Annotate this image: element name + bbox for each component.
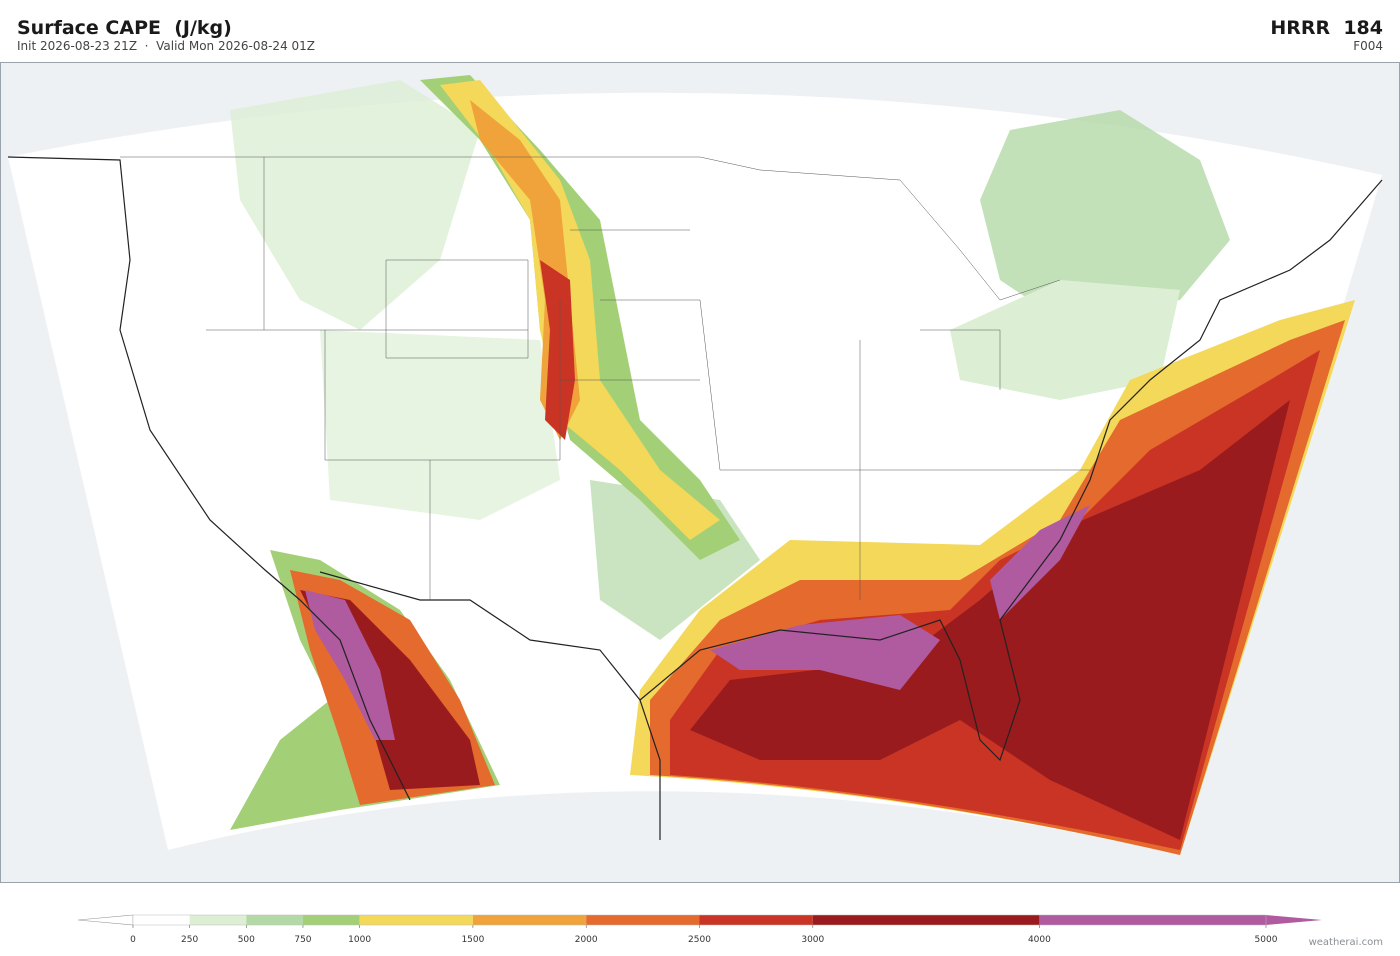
- colorbar-tick-label: 2000: [575, 935, 598, 945]
- colorbar-tick-label: 500: [238, 935, 255, 945]
- colorbar-segment: [812, 915, 1040, 925]
- colorbar: 0 250 500 750 1000 1500 2000 2500 3000 4000 5000: [77, 914, 1322, 945]
- colorbar-tick-label: 4000: [1028, 935, 1051, 945]
- colorbar-segment: [586, 915, 700, 925]
- cape-area: [980, 110, 1230, 320]
- colorbar-tick-label: 250: [181, 935, 198, 945]
- cape-area: [440, 80, 720, 540]
- cape-area: [690, 400, 1290, 840]
- colorbar-tick-label: 0: [130, 935, 136, 945]
- cape-area: [540, 260, 575, 440]
- colorbar-segment: [472, 915, 587, 925]
- cape-area: [320, 330, 560, 520]
- credit: weatherai.com: [1309, 937, 1383, 948]
- colorbar-segment: [359, 915, 473, 925]
- model-label: HRRR 184: [1270, 17, 1383, 39]
- colorbar-tick-label: 1500: [461, 935, 484, 945]
- cape-area: [950, 280, 1180, 400]
- state-borders: [120, 156, 1090, 600]
- colorbar-segment: [1039, 915, 1266, 925]
- map: [0, 62, 1400, 883]
- colorbar-tick-label: 3000: [801, 935, 824, 945]
- cape-area: [710, 615, 940, 690]
- colorbar-segment: [699, 915, 813, 925]
- colorbar-segment: [189, 915, 247, 925]
- subtitle: Init 2026-08-23 21Z · Valid Mon 2026-08-…: [17, 39, 315, 53]
- cape-area: [990, 505, 1090, 620]
- colorbar-segment: [133, 915, 190, 925]
- colorbar-extend-high: [1266, 915, 1322, 925]
- cape-area: [230, 80, 480, 330]
- coastline: [7, 156, 1383, 840]
- colorbar-segment: [302, 915, 360, 925]
- forecast-hour: F004: [1353, 39, 1383, 53]
- title: Surface CAPE (J/kg): [17, 17, 232, 39]
- colorbar-tick-label: 750: [294, 935, 311, 945]
- colorbar-tick-label: 1000: [348, 935, 371, 945]
- colorbar-segment: [246, 915, 303, 925]
- colorbar-tick-label: 5000: [1255, 935, 1278, 945]
- colorbar-extend-low: [77, 914, 134, 926]
- colorbar-tick-label: 2500: [688, 935, 711, 945]
